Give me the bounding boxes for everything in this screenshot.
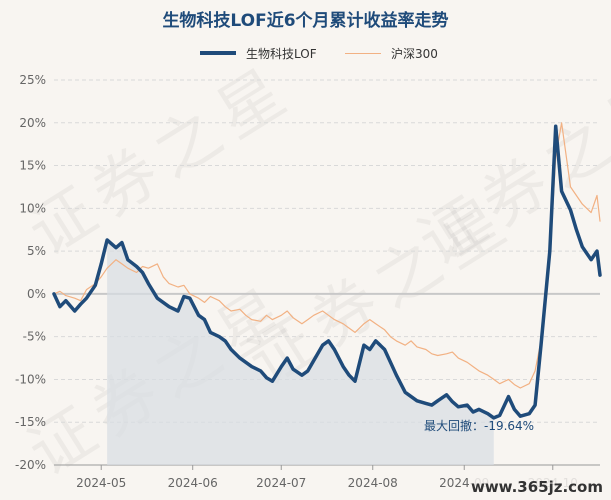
legend-line-icon xyxy=(345,52,381,54)
x-tick-label: 2024-07 xyxy=(256,476,306,490)
x-tick-label: 2024-06 xyxy=(168,476,218,490)
y-tick-label: -10% xyxy=(15,372,46,386)
chart-title: 生物科技LOF近6个月累计收益率走势 xyxy=(162,11,449,31)
series-line-fund xyxy=(52,124,602,420)
y-tick-label: -5% xyxy=(23,330,46,344)
y-tick-label: 20% xyxy=(19,116,46,130)
y-tick-label: 10% xyxy=(19,201,46,215)
y-axis: 25% 20% 15% 10% 5% 0% -5% -10% -15% -20% xyxy=(15,73,46,472)
x-tick-label: 2024-08 xyxy=(348,476,398,490)
legend-label-index: 沪深300 xyxy=(391,46,438,61)
y-tick-label: 25% xyxy=(19,73,46,87)
chart-legend: 生物科技LOF 沪深300 xyxy=(0,44,611,62)
y-tick-label: 0% xyxy=(27,287,46,301)
legend-item-index[interactable]: 沪深300 xyxy=(345,44,438,62)
x-tick-label: 2024-05 xyxy=(76,476,126,490)
chart-series xyxy=(52,122,602,465)
y-tick-label: 5% xyxy=(27,244,46,258)
legend-label-fund: 生物科技LOF xyxy=(246,46,317,61)
site-watermark: www.365jz.com xyxy=(468,478,605,496)
x-axis: 2024-052024-062024-072024-082024-092024-… xyxy=(54,464,600,490)
drawdown-annotation: 最大回撤：-19.64% xyxy=(424,418,534,433)
y-tick-label: -15% xyxy=(15,415,46,429)
y-tick-label: -20% xyxy=(15,458,46,472)
drawdown-area xyxy=(107,239,494,465)
legend-item-fund[interactable]: 生物科技LOF xyxy=(200,44,317,62)
legend-line-icon xyxy=(200,51,236,55)
series-line-index xyxy=(53,122,601,389)
y-tick-label: 15% xyxy=(19,159,46,173)
